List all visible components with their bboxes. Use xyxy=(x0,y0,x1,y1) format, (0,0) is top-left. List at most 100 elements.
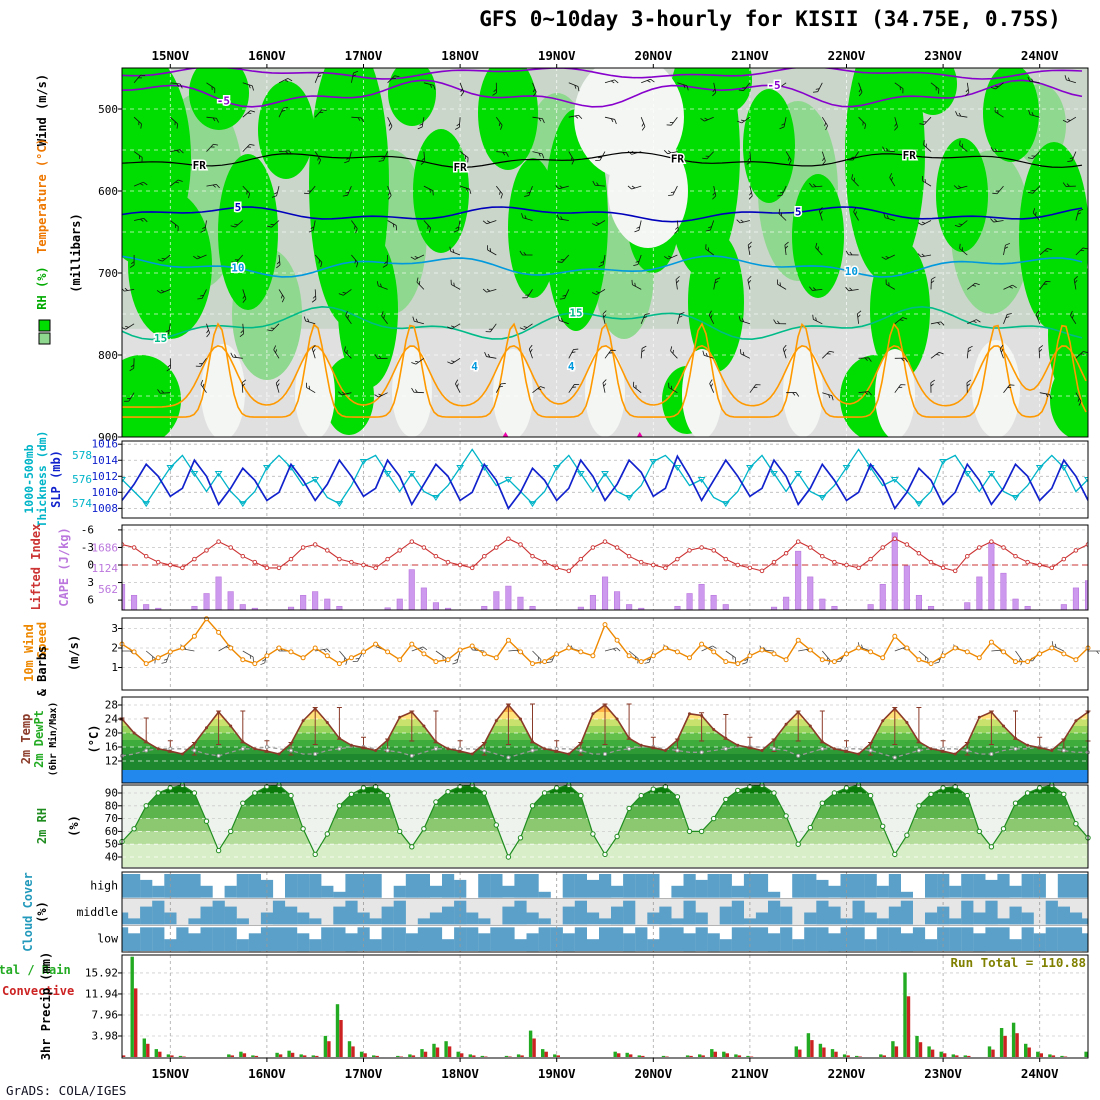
wind-barb xyxy=(459,151,469,163)
wind-barb xyxy=(278,150,293,155)
date-label-top: 24NOV xyxy=(1021,48,1059,63)
wind-speed-marker xyxy=(687,655,692,661)
cloud-bar xyxy=(997,927,1010,951)
cloud-bar xyxy=(961,927,974,951)
wind-speed-marker xyxy=(312,645,318,651)
wind-barb xyxy=(314,72,324,83)
wind-barb xyxy=(885,279,896,290)
precip-total-bar xyxy=(1060,1055,1064,1057)
wind-barb xyxy=(1067,151,1077,163)
cloud-bar xyxy=(357,912,370,925)
wind-barb xyxy=(919,116,932,125)
cloud-bar xyxy=(900,900,913,925)
cloud-cover-label: Cloud Cover xyxy=(21,872,35,951)
rh-marker xyxy=(397,828,403,835)
precip-tick: 3.98 xyxy=(92,1029,119,1042)
cape-bar xyxy=(964,602,971,610)
li-marker xyxy=(373,565,378,571)
wind-barb xyxy=(303,316,316,325)
precip xyxy=(122,956,1088,1057)
wind-barb xyxy=(1027,185,1040,194)
contour-label: 15 xyxy=(569,306,582,319)
wind-speed-marker xyxy=(1073,657,1079,663)
cape-tick: 1686 xyxy=(92,542,119,555)
wind-barb xyxy=(1070,310,1077,325)
rh-blob-high xyxy=(909,68,957,115)
wind-barb xyxy=(338,289,352,296)
li-marker xyxy=(143,553,149,559)
wind-barb xyxy=(917,220,932,226)
wind-barb xyxy=(894,357,908,363)
temp-marker xyxy=(349,743,353,747)
wind-barb xyxy=(784,241,789,256)
wind-barb xyxy=(930,82,940,94)
li-marker xyxy=(699,545,704,550)
wind-barb xyxy=(519,323,533,330)
temp-band xyxy=(122,754,1088,770)
precip-conv-bar xyxy=(278,1054,283,1057)
wind-barb xyxy=(739,349,751,359)
wind-barb xyxy=(930,351,944,359)
cloud-bar xyxy=(128,918,141,925)
rh-blob-high xyxy=(936,138,988,252)
thickness-marker xyxy=(721,501,730,508)
thickness-marker xyxy=(649,459,658,466)
date-label-bottom: 15NOV xyxy=(151,1066,189,1081)
cape-bar xyxy=(336,605,343,610)
wind-barb xyxy=(528,344,533,359)
dewpt-marker xyxy=(530,748,535,753)
rh-blob-high xyxy=(189,68,249,130)
precip-total-bar xyxy=(359,1051,364,1057)
li-marker xyxy=(180,565,185,571)
cloud-bar xyxy=(345,900,358,925)
precip-conv-bar xyxy=(858,1056,862,1057)
temp2m-label: 2m Temp xyxy=(19,714,33,765)
cape-bar xyxy=(251,607,258,610)
wind-barb xyxy=(627,185,642,190)
rh-marker xyxy=(167,785,174,791)
wind-barb xyxy=(416,277,425,290)
wind-barb xyxy=(410,254,425,260)
cloud-bar xyxy=(502,885,515,898)
rh-marker xyxy=(143,803,149,809)
wind-barb xyxy=(1038,345,1044,359)
wind-barb xyxy=(1075,392,1082,406)
temp-marker xyxy=(591,712,595,716)
rh-marker xyxy=(324,831,330,837)
precip-conv-bar xyxy=(472,1055,476,1057)
minmax-whisker xyxy=(433,710,439,744)
precip-conv-bar xyxy=(798,1049,802,1057)
cloud-bar xyxy=(888,906,901,925)
wind-barb xyxy=(315,648,331,653)
rh-marker xyxy=(650,786,656,792)
thickness-marker xyxy=(311,477,320,484)
wind-barb xyxy=(858,357,872,362)
wind-barb xyxy=(705,220,715,232)
cloud-bar xyxy=(683,933,696,952)
minmax-whisker xyxy=(1013,710,1018,740)
dewpt-marker xyxy=(892,755,897,760)
cloud-bar xyxy=(949,885,962,898)
rh-marker xyxy=(554,785,560,791)
cloud-bar xyxy=(1009,885,1022,898)
temp-marker xyxy=(398,715,402,719)
date-label-bottom: 22NOV xyxy=(828,1066,866,1081)
wind-barb xyxy=(604,647,621,652)
cloud-bar xyxy=(309,874,322,898)
precip-total-bar xyxy=(239,1051,243,1057)
wind-speed-marker xyxy=(457,647,463,653)
cape-label: CAPE (J/kg) xyxy=(57,527,71,606)
slp-axis-label: SLP (mb) xyxy=(49,450,63,508)
cloud-row-label: low xyxy=(97,932,118,946)
cloud-bar xyxy=(719,874,732,898)
date-label-top: 16NOV xyxy=(248,48,286,63)
cape-bar xyxy=(867,604,874,610)
li-marker xyxy=(602,539,608,544)
temp-tick: 20 xyxy=(105,727,118,740)
slp-tick: 1008 xyxy=(92,502,119,515)
wind-barb xyxy=(778,208,787,221)
cloud-bar xyxy=(659,927,672,951)
wind-speed-marker xyxy=(1037,651,1043,657)
wind-speed-marker xyxy=(155,655,161,661)
wind-barb xyxy=(170,116,179,129)
